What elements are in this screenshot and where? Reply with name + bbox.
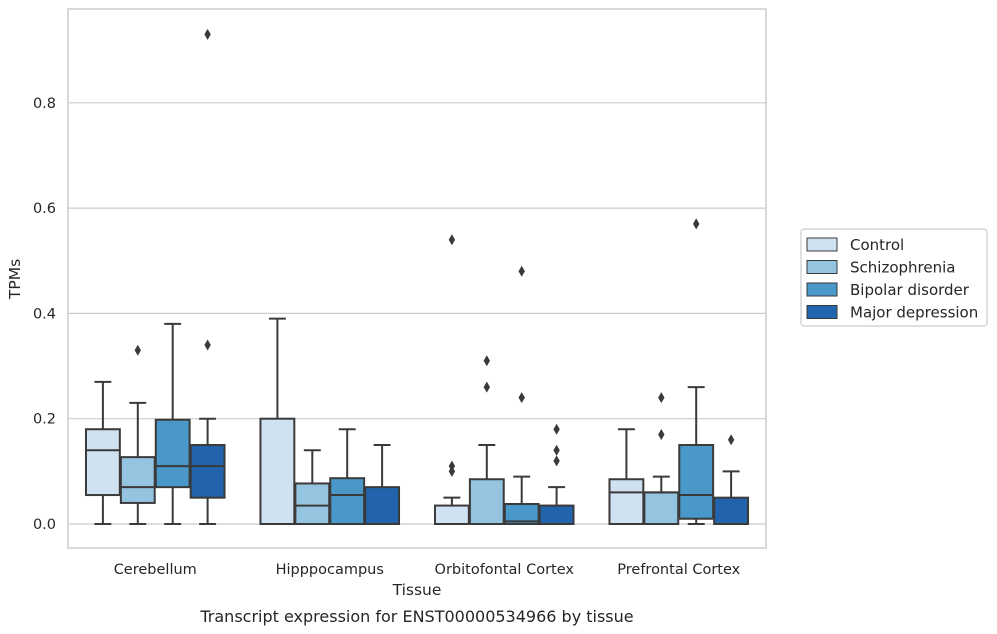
box-body: [678, 444, 715, 520]
box-group: [294, 449, 331, 526]
legend-swatch: [806, 282, 838, 297]
outlier-point: [658, 428, 665, 440]
x-tick-label: Prefrontal Cortex: [617, 562, 740, 578]
legend-swatch: [806, 260, 838, 274]
y-tick-label: 0.4: [33, 306, 56, 322]
chart-caption: Transcript expression for ENST0000053496…: [199, 607, 633, 626]
outlier-point: [483, 355, 490, 367]
x-tick-label: Orbitofontal Cortex: [435, 562, 575, 578]
box-group: [713, 434, 750, 525]
x-axis-label: Tissue: [392, 581, 442, 599]
y-tick-label: 0.6: [33, 201, 56, 217]
y-axis-ticks: 0.0 0.2 0.4 0.6 0.8: [33, 96, 56, 533]
box-group: [364, 444, 401, 525]
box-body: [259, 417, 296, 526]
outlier-point: [483, 381, 490, 393]
outlier-point: [658, 392, 665, 404]
box-group: [503, 265, 540, 526]
box-body: [433, 504, 470, 526]
y-axis-label: TPMs: [6, 259, 24, 300]
box-plots: [84, 28, 750, 526]
y-tick-label: 0.8: [33, 96, 56, 112]
legend-label: Bipolar disorder: [850, 281, 970, 299]
box-body: [643, 491, 680, 526]
box-body: [189, 444, 226, 499]
legend-label: Major depression: [850, 304, 978, 322]
outlier-point: [518, 265, 525, 277]
plot-frame: [67, 8, 767, 549]
outlier-point: [448, 234, 456, 246]
x-tick-label: Cerebellum: [114, 562, 197, 578]
box-group: [154, 322, 191, 525]
box-body: [503, 502, 540, 526]
outlier-point: [553, 455, 560, 467]
x-axis-ticks: Cerebellum Hipppocampus Orbitofontal Corte…: [114, 562, 741, 578]
box-body: [84, 428, 121, 497]
legend-label: Schizophrenia: [850, 259, 955, 277]
legend-swatch: [806, 237, 838, 252]
box-group: [608, 428, 645, 525]
outlier-point: [448, 460, 456, 472]
outlier-point: [134, 344, 141, 356]
box-group: [84, 380, 121, 525]
legend-frame: [800, 228, 988, 327]
box-group: [643, 392, 680, 526]
box-group: [538, 423, 575, 526]
box-body: [119, 456, 156, 504]
y-tick-label: 0.0: [33, 517, 56, 533]
box-group: [468, 355, 505, 525]
box-body: [154, 418, 191, 489]
outlier-point: [553, 444, 560, 456]
box-body: [364, 486, 401, 525]
box-group: [678, 218, 715, 525]
box-group: [433, 234, 470, 526]
box-group: [119, 344, 156, 525]
box-body: [713, 496, 750, 525]
box-group: [259, 317, 296, 526]
outlier-point: [693, 218, 700, 230]
box-group: [329, 428, 366, 525]
y-tick-label: 0.2: [33, 412, 56, 428]
box-body: [468, 478, 505, 525]
box-group: [189, 28, 226, 525]
legend-swatch: [806, 305, 838, 319]
legend-label: Control: [850, 236, 904, 254]
outlier-point: [727, 434, 735, 446]
x-tick-label: Hipppocampus: [276, 562, 384, 578]
box-body: [608, 478, 645, 525]
legend: Control Schizophrenia Bipolar disorder Majo…: [800, 228, 988, 327]
box-body: [294, 482, 331, 526]
box-body: [329, 477, 366, 525]
box-body: [538, 504, 575, 526]
outlier-point: [553, 423, 560, 435]
outlier-point: [518, 392, 525, 404]
outlier-point: [204, 339, 211, 351]
outlier-point: [204, 28, 211, 40]
